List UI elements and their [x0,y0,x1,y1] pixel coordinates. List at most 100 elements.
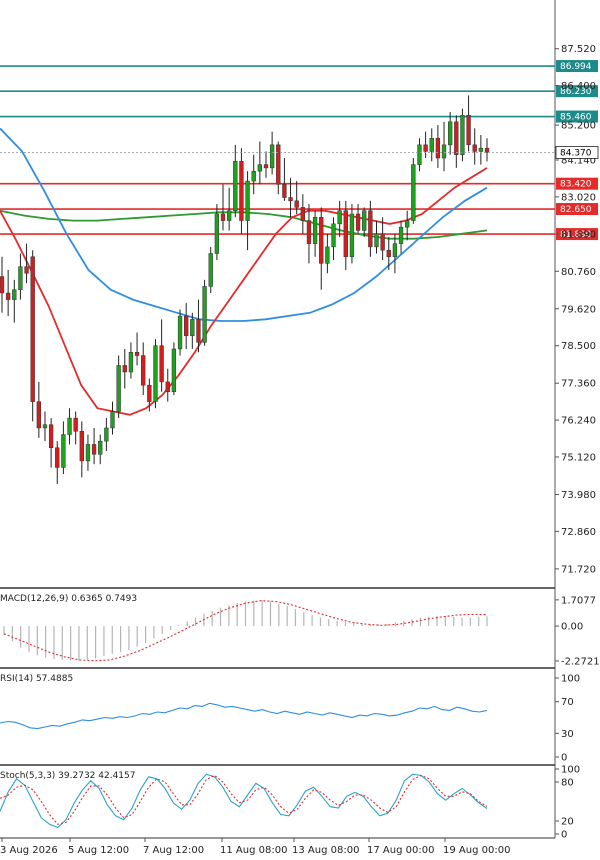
candle-body [190,319,195,337]
candle-body [79,431,84,462]
candle-body [257,164,263,172]
candle-body [466,114,471,146]
stoch-tick-label: 0 [561,830,567,841]
candle-body [220,213,226,221]
candle-body [269,144,275,169]
candle-body [171,348,177,393]
rsi-panel: RSI(14) 57.4885 100 70 30 0 [0,674,580,764]
candle-body [91,444,97,455]
time-axis-ticks: 3 Aug 2026 5 Aug 12:00 7 Aug 12:00 11 Aug 0… [0,838,510,856]
candle-body [177,315,183,350]
candle-body [239,161,244,221]
macd-tick-label: -2.2721 [561,656,600,667]
candle-body [288,197,293,202]
candle-body [405,220,410,228]
candle-body [325,246,330,264]
candle-body [355,213,361,231]
rsi-tick-label: 0 [561,753,567,764]
candle-body [478,147,484,152]
candle-body [73,417,78,432]
price-tick-label: 77.360 [561,379,596,390]
candle-body [386,249,391,258]
candle-body [423,144,428,152]
price-tick-label: 71.720 [561,564,596,575]
candle-body [134,352,140,356]
candle-body [42,424,48,429]
candle-body [331,223,336,248]
candle-body [300,207,305,221]
current-price-marker: 84.370 [0,146,599,159]
candle-body [98,440,103,455]
macd-tick-label: 0.00 [561,622,583,633]
candle-body [282,184,287,198]
candle-body [85,444,91,462]
rsi-tick-label: 100 [561,674,580,685]
candle-body [337,210,342,225]
stoch-tick-label: 80 [561,778,574,789]
candle-body [61,434,66,468]
price-tick-label: 80.760 [561,267,596,278]
candle-body [233,161,238,211]
candle-body [18,266,23,290]
price-tick-label: 78.500 [561,341,596,352]
candle-body [116,365,121,412]
price-tick-label: 81.890 [561,230,596,241]
candle-body [343,210,348,258]
candle-body [448,121,453,146]
price-tick-label: 75.120 [561,452,596,463]
candle-body [472,144,477,152]
time-tick-label: 7 Aug 12:00 [143,845,204,856]
candle-body [398,226,404,244]
level-label-box [556,60,598,73]
price-tick-label: 72.860 [561,527,596,538]
candle-body [312,217,318,244]
candle-body [251,170,256,182]
candle-body [30,256,35,402]
candle-body [147,384,152,402]
stoch-d-line [0,774,488,825]
macd-signal-line [3,600,488,662]
stoch-tick-label: 20 [561,817,574,828]
time-tick-label: 13 Aug 08:00 [292,845,359,856]
candle-body [276,144,281,185]
price-tick-label: 76.240 [561,416,596,427]
level-label-box [556,177,598,190]
level-label: 86.994 [560,62,592,72]
candle-body [460,114,465,155]
level-label: 86.230 [560,87,592,97]
stoch-k-line [0,773,488,829]
candle-body [441,144,447,159]
candle-body [153,345,158,402]
ma-mid-line [0,127,488,322]
time-tick-label: 5 Aug 12:00 [68,845,129,856]
candle-body [128,352,134,373]
time-tick-label: 11 Aug 08:00 [220,845,287,856]
candle-body [48,424,54,448]
candle-body [184,315,189,337]
candle-body [67,417,72,435]
candle-body [362,210,367,231]
rsi-title: RSI(14) 57.4885 [0,674,73,684]
stoch-tick-label: 100 [561,765,580,776]
candle-body [196,319,201,343]
candle-body [165,381,170,393]
candle-body [0,276,5,294]
candle-body [5,292,11,300]
candle-body [141,355,146,386]
level-label: 85.460 [560,113,592,123]
stoch-panel: Stoch(5,3,3) 39.2732 42.4157 100 80 20 0 [0,765,580,841]
price-tick-label: 79.620 [561,304,596,315]
stoch-title: Stoch(5,3,3) 39.2732 42.4157 [0,771,135,781]
current-price-label: 84.370 [560,148,592,158]
candle-body [411,164,416,221]
candle-body [122,365,127,373]
level-label: 83.420 [560,180,592,190]
candle-body [349,213,355,258]
candle-body [454,121,459,155]
level-label-box [556,203,598,216]
candle-body [435,138,441,159]
candle-body [306,220,312,244]
candle-body [214,213,220,254]
candle-body [245,180,250,221]
